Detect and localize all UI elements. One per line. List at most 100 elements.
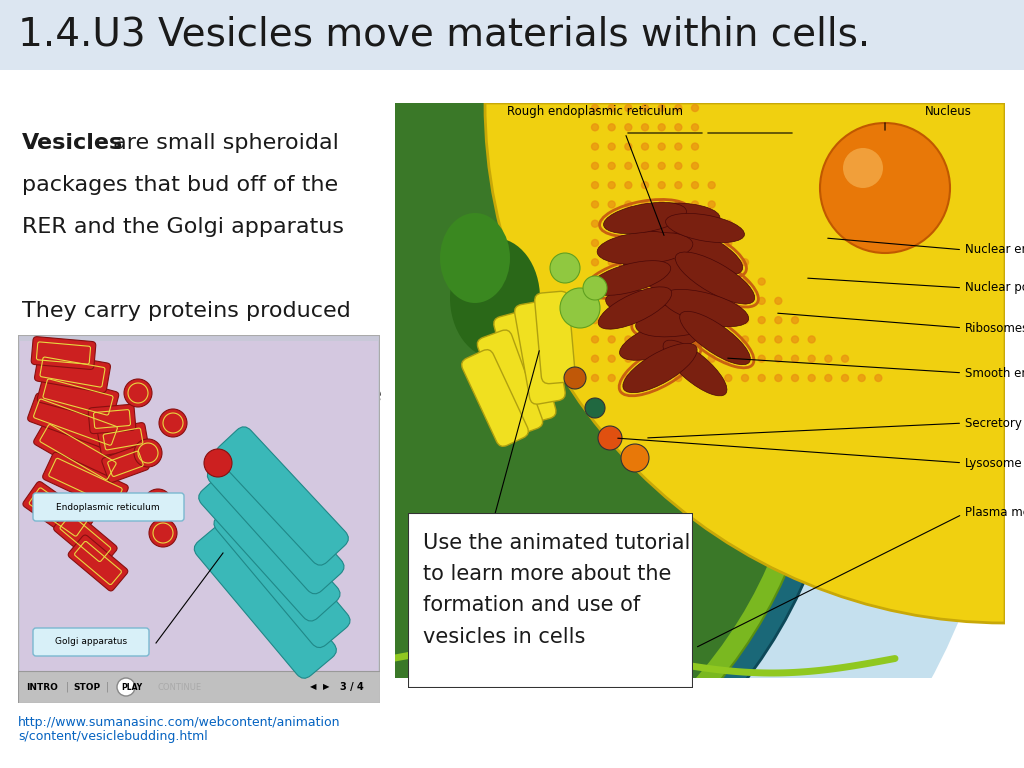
Circle shape (592, 162, 598, 170)
Circle shape (709, 278, 715, 285)
Circle shape (124, 379, 152, 407)
Text: Use the animated tutorial
to learn more about the
formation and use of
vesicles : Use the animated tutorial to learn more … (423, 533, 690, 647)
Circle shape (675, 240, 682, 247)
Circle shape (709, 336, 715, 343)
Text: Golgi apparatus: Golgi apparatus (425, 351, 540, 604)
Circle shape (658, 124, 666, 131)
Circle shape (625, 375, 632, 382)
Circle shape (608, 162, 615, 170)
Circle shape (675, 143, 682, 150)
Circle shape (758, 278, 765, 285)
Text: INTRO: INTRO (26, 683, 58, 691)
Circle shape (709, 240, 715, 247)
Circle shape (625, 182, 632, 189)
Circle shape (691, 220, 698, 227)
Circle shape (775, 336, 782, 343)
Circle shape (709, 316, 715, 323)
Circle shape (641, 104, 648, 111)
Circle shape (658, 162, 666, 170)
Circle shape (625, 240, 632, 247)
Circle shape (641, 182, 648, 189)
Circle shape (820, 123, 950, 253)
Circle shape (625, 297, 632, 304)
Circle shape (825, 356, 831, 362)
Circle shape (808, 375, 815, 382)
Text: ◀: ◀ (310, 683, 316, 691)
Circle shape (725, 278, 732, 285)
Text: Lysosome: Lysosome (617, 439, 1023, 469)
Circle shape (675, 124, 682, 131)
Circle shape (675, 201, 682, 208)
Circle shape (641, 143, 648, 150)
Ellipse shape (603, 203, 686, 233)
FancyBboxPatch shape (408, 513, 693, 688)
Circle shape (709, 356, 715, 362)
Circle shape (608, 316, 615, 323)
Circle shape (592, 104, 598, 111)
Circle shape (874, 375, 882, 382)
Wedge shape (365, 0, 825, 768)
Ellipse shape (589, 260, 671, 296)
Circle shape (550, 253, 580, 283)
Text: PLAY: PLAY (121, 683, 142, 691)
Text: Vesicles: Vesicles (22, 133, 123, 153)
Ellipse shape (664, 340, 727, 396)
Circle shape (641, 375, 648, 382)
Circle shape (691, 297, 698, 304)
Circle shape (758, 336, 765, 343)
Circle shape (625, 124, 632, 131)
Circle shape (592, 220, 598, 227)
Circle shape (675, 375, 682, 382)
Circle shape (608, 240, 615, 247)
Circle shape (608, 124, 615, 131)
FancyBboxPatch shape (53, 508, 117, 568)
Circle shape (592, 182, 598, 189)
FancyBboxPatch shape (33, 628, 150, 656)
Text: 1.4.U3 Vesicles move materials within cells.: 1.4.U3 Vesicles move materials within ce… (18, 16, 870, 54)
Circle shape (675, 278, 682, 285)
FancyBboxPatch shape (69, 535, 128, 591)
Circle shape (658, 220, 666, 227)
FancyBboxPatch shape (88, 405, 136, 434)
Circle shape (608, 375, 615, 382)
Circle shape (858, 375, 865, 382)
Circle shape (709, 201, 715, 208)
FancyBboxPatch shape (20, 341, 378, 671)
Ellipse shape (675, 252, 755, 304)
Circle shape (592, 259, 598, 266)
Circle shape (592, 336, 598, 343)
Circle shape (592, 375, 598, 382)
FancyBboxPatch shape (97, 422, 148, 455)
Circle shape (775, 356, 782, 362)
Ellipse shape (605, 290, 705, 326)
Circle shape (775, 297, 782, 304)
Text: Nuclear envelope: Nuclear envelope (827, 238, 1024, 257)
Circle shape (691, 356, 698, 362)
Circle shape (625, 356, 632, 362)
FancyBboxPatch shape (18, 335, 380, 703)
Text: packages that bud off of the: packages that bud off of the (22, 175, 338, 195)
Circle shape (641, 278, 648, 285)
Circle shape (691, 259, 698, 266)
Circle shape (608, 143, 615, 150)
Circle shape (658, 259, 666, 266)
Circle shape (625, 143, 632, 150)
Circle shape (691, 316, 698, 323)
Ellipse shape (623, 343, 697, 392)
Text: Smooth endoplasmic reticulum: Smooth endoplasmic reticulum (728, 358, 1024, 379)
Circle shape (675, 182, 682, 189)
Circle shape (675, 297, 682, 304)
Text: Nucleus: Nucleus (925, 105, 972, 118)
Circle shape (641, 356, 648, 362)
Circle shape (691, 143, 698, 150)
FancyBboxPatch shape (31, 336, 96, 369)
Circle shape (608, 220, 615, 227)
Circle shape (709, 259, 715, 266)
Circle shape (709, 375, 715, 382)
Text: prepared for export from the: prepared for export from the (22, 427, 342, 447)
Circle shape (792, 336, 799, 343)
FancyBboxPatch shape (101, 445, 150, 482)
Circle shape (792, 375, 799, 382)
Text: Golgi apparatus, where they are: Golgi apparatus, where they are (22, 385, 382, 405)
Circle shape (564, 367, 586, 389)
